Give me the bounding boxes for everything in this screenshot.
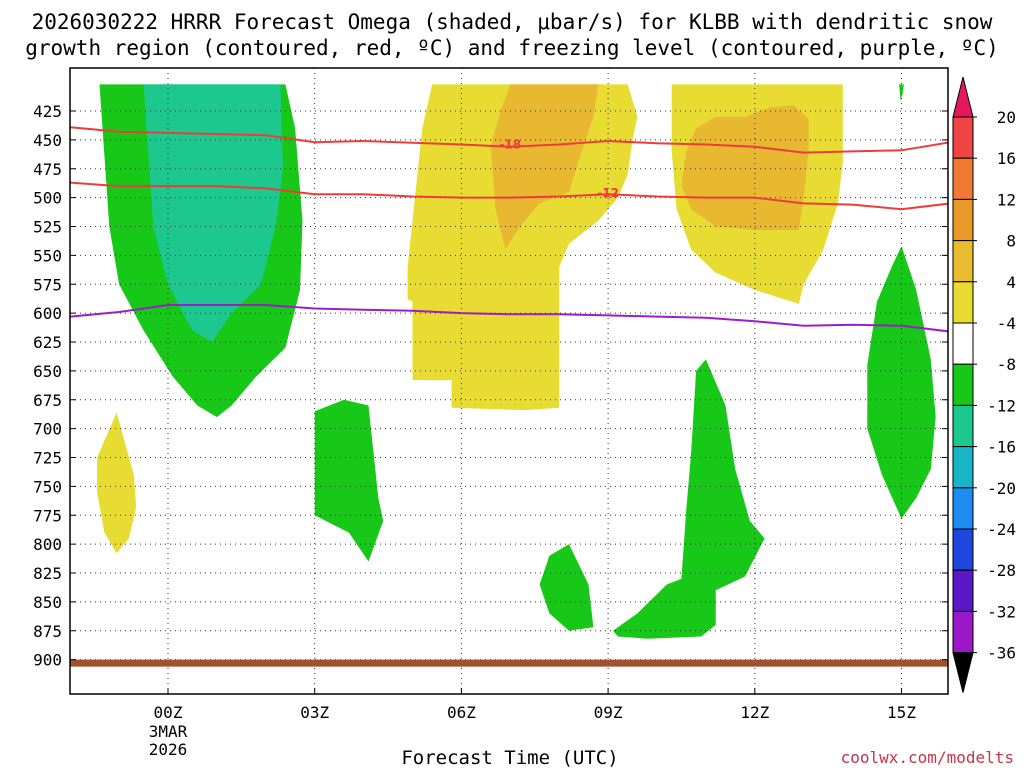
terrain-layer xyxy=(70,659,948,667)
colorbar-band-12 xyxy=(952,610,974,654)
x-tick-label-15Z: 15Z xyxy=(887,703,916,722)
y-tick-label-550: 550 xyxy=(33,246,62,265)
credit-text: coolwx.com/modelts xyxy=(841,748,1014,767)
omega-region-0-2 xyxy=(539,544,594,631)
chart-title-line2: growth region (contoured, red, ºC) and f… xyxy=(25,36,999,60)
omega-region-3-0 xyxy=(490,84,599,250)
colorbar-label-8: -16 xyxy=(987,438,1016,457)
contour-lines: -18 -12 xyxy=(70,126,948,333)
colorbar-label-6: -8 xyxy=(997,355,1016,374)
y-tick-label-425: 425 xyxy=(33,102,62,121)
y-tick-label-700: 700 xyxy=(33,420,62,439)
y-tick-label-500: 500 xyxy=(33,189,62,208)
y-tick-label-800: 800 xyxy=(33,535,62,554)
colorbar-label-3: 8 xyxy=(1006,232,1016,251)
omega-region-0-1 xyxy=(314,399,384,562)
chart-title-line1: 2026030222 HRRR Forecast Omega (shaded, … xyxy=(32,10,993,34)
colorbar-band-2 xyxy=(952,198,974,242)
y-tick-label-675: 675 xyxy=(33,391,62,410)
y-tick-label-525: 525 xyxy=(33,218,62,237)
y-tick-label-725: 725 xyxy=(33,449,62,468)
omega-region-2-0 xyxy=(97,412,137,554)
omega-region-0-3 xyxy=(613,359,765,639)
colorbar-band-9 xyxy=(952,487,974,530)
y-tick-label-475: 475 xyxy=(33,160,62,179)
x-tick-label-06Z: 06Z xyxy=(447,703,476,722)
plot-frame xyxy=(69,67,949,695)
contour-label-1: -12 xyxy=(597,186,619,200)
omega-shading xyxy=(97,84,936,639)
colorbar-label-10: -24 xyxy=(987,520,1016,539)
omega-region-0-5 xyxy=(899,84,904,101)
x-tick-date-00Z: 3MAR xyxy=(149,722,188,741)
y-tick-label-450: 450 xyxy=(33,131,62,150)
omega-region-2-1 xyxy=(407,84,638,411)
colorbar-band-11 xyxy=(952,569,974,612)
contour-line-0 xyxy=(70,126,948,154)
x-tick-label-00Z: 00Z xyxy=(154,703,183,722)
colorbar-band-8 xyxy=(952,446,974,489)
x-tick-label-03Z: 03Z xyxy=(300,703,329,722)
colorbar-label-11: -28 xyxy=(987,561,1016,580)
colorbar-label-2: 12 xyxy=(997,190,1016,209)
contour-line-1 xyxy=(70,181,948,211)
y-tick-label-775: 775 xyxy=(33,506,62,525)
colorbar-label-9: -20 xyxy=(987,479,1016,498)
contour-label-0: -18 xyxy=(499,137,521,151)
colorbar-top-tip xyxy=(952,76,974,118)
colorbar-label-5: -4 xyxy=(997,314,1016,333)
y-tick-label-750: 750 xyxy=(33,477,62,496)
y-tick-label-575: 575 xyxy=(33,275,62,294)
omega-region-3-1 xyxy=(681,105,809,230)
y-tick-label-600: 600 xyxy=(33,304,62,323)
colorbar-label-0: 20 xyxy=(997,108,1016,127)
y-tick-label-650: 650 xyxy=(33,362,62,381)
colorbar-band-5 xyxy=(952,322,974,365)
x-tick-year-00Z: 2026 xyxy=(149,740,188,759)
x-tick-label-09Z: 09Z xyxy=(594,703,623,722)
colorbar-label-1: 16 xyxy=(997,149,1016,168)
colorbar-label-4: 4 xyxy=(1006,273,1016,292)
terrain-ground xyxy=(70,659,948,667)
x-axis-label: Forecast Time (UTC) xyxy=(401,747,618,768)
y-tick-label-850: 850 xyxy=(33,593,62,612)
colorbar-band-1 xyxy=(952,157,974,200)
colorbar-bottom-tip xyxy=(952,652,974,693)
colorbar: 20 16 12 8 4 -4 -8 -12 -16 -20 -24 -28 -32 -36 xyxy=(952,76,1016,693)
colorbar-band-3 xyxy=(952,240,974,283)
omega-region-0-4 xyxy=(867,246,936,519)
colorbar-label-13: -36 xyxy=(987,644,1016,663)
contour-line-2 xyxy=(70,304,948,333)
omega-region-1-0 xyxy=(143,84,283,343)
colorbar-band-7 xyxy=(952,404,974,448)
colorbar-band-0 xyxy=(952,116,974,159)
x-tick-label-12Z: 12Z xyxy=(740,703,769,722)
y-axis: 425 450 475 500 525 550 575 600 625 650 675 700 725 7… xyxy=(33,102,948,670)
y-tick-label-625: 625 xyxy=(33,333,62,352)
y-tick-label-825: 825 xyxy=(33,564,62,583)
colorbar-band-6 xyxy=(952,363,974,406)
colorbar-label-7: -12 xyxy=(987,396,1016,415)
y-tick-label-875: 875 xyxy=(33,622,62,641)
colorbar-label-12: -32 xyxy=(987,602,1016,621)
y-tick-label-900: 900 xyxy=(33,651,62,670)
colorbar-band-10 xyxy=(952,528,974,571)
plot-area: -18 -12 xyxy=(70,68,948,694)
colorbar-band-4 xyxy=(952,281,974,324)
